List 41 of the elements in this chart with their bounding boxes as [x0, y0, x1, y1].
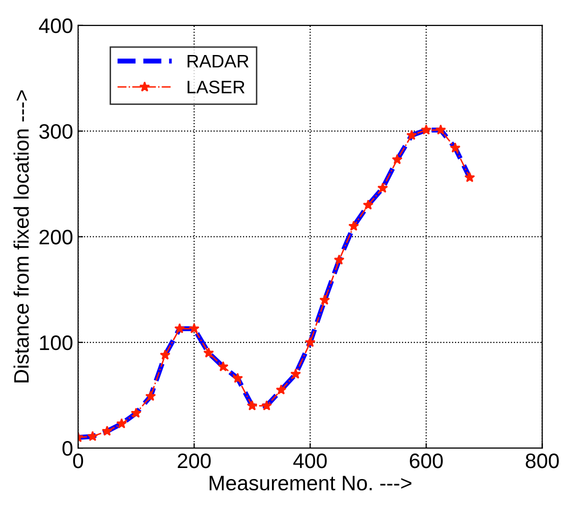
y-tick-label: 200 [40, 230, 72, 244]
point [130, 408, 142, 418]
y-tick-label: 300 [39, 124, 72, 139]
point [377, 182, 388, 193]
x-tick-label: 200 [178, 453, 211, 468]
point [246, 400, 258, 410]
point [304, 336, 316, 348]
point [290, 368, 301, 379]
point [174, 323, 185, 334]
legend-label: RADAR [188, 54, 249, 68]
point [116, 418, 127, 428]
point [420, 124, 432, 135]
point [362, 199, 374, 210]
x-axis-title: Measurement No. ---> [210, 476, 412, 490]
point [406, 130, 418, 140]
y-axis-title: Distance from fixed location ---> [14, 90, 29, 382]
point [232, 372, 243, 383]
point [435, 124, 446, 135]
x-tick-label: 0 [73, 453, 84, 468]
x-tick-label: 400 [293, 453, 327, 468]
point [188, 323, 200, 334]
point [392, 154, 403, 164]
point [450, 142, 461, 153]
point [348, 220, 359, 231]
point [464, 172, 476, 182]
point [334, 254, 344, 265]
x-tick-label: 800 [526, 453, 559, 468]
point [276, 384, 286, 395]
point [145, 390, 156, 401]
point [203, 347, 214, 358]
point [160, 350, 170, 360]
point [102, 426, 112, 436]
point [319, 294, 330, 305]
point [218, 361, 228, 372]
x-tick-label: 600 [410, 453, 443, 468]
y-tick-label: 100 [40, 335, 72, 350]
point [87, 430, 98, 442]
y-tick-label: 400 [38, 18, 72, 34]
legend-label: LASER [188, 80, 245, 94]
y-tick-label: 0 [62, 441, 72, 456]
point [261, 400, 272, 410]
